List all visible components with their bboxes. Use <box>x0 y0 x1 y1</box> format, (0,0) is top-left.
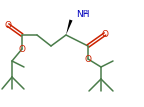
Polygon shape <box>66 19 73 35</box>
Text: 2: 2 <box>84 10 88 15</box>
Text: NH: NH <box>76 10 90 19</box>
Text: O: O <box>102 30 108 39</box>
Text: O: O <box>85 54 91 63</box>
Text: O: O <box>4 21 12 30</box>
Text: O: O <box>18 45 25 54</box>
